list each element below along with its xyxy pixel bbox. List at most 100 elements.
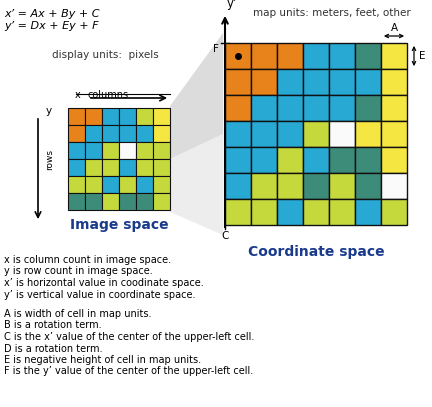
- Bar: [381, 95, 407, 121]
- Bar: [136, 125, 153, 142]
- Bar: [136, 108, 153, 125]
- Bar: [119, 142, 136, 159]
- Bar: [381, 121, 407, 147]
- Bar: [355, 147, 381, 173]
- Bar: [136, 159, 153, 176]
- Bar: [251, 95, 277, 121]
- Bar: [153, 176, 170, 193]
- Bar: [251, 43, 277, 69]
- Bar: [277, 95, 303, 121]
- Polygon shape: [170, 33, 223, 159]
- Polygon shape: [170, 134, 223, 235]
- Bar: [329, 121, 355, 147]
- Bar: [303, 121, 329, 147]
- Text: D is a rotation term.: D is a rotation term.: [4, 344, 102, 354]
- Bar: [68, 108, 85, 125]
- Text: y’ = Dx + Ey + F: y’ = Dx + Ey + F: [4, 21, 98, 31]
- Bar: [329, 95, 355, 121]
- Bar: [102, 159, 119, 176]
- Bar: [329, 147, 355, 173]
- Bar: [136, 142, 153, 159]
- Bar: [329, 199, 355, 225]
- Bar: [277, 43, 303, 69]
- Text: x’ is horizontal value in coodinate space.: x’ is horizontal value in coodinate spac…: [4, 278, 204, 288]
- Bar: [119, 125, 136, 142]
- Bar: [136, 176, 153, 193]
- Bar: [355, 69, 381, 95]
- Bar: [251, 69, 277, 95]
- Bar: [355, 43, 381, 69]
- Bar: [277, 173, 303, 199]
- Bar: [102, 125, 119, 142]
- Bar: [153, 125, 170, 142]
- Bar: [355, 173, 381, 199]
- Bar: [303, 43, 329, 69]
- Bar: [251, 173, 277, 199]
- Bar: [303, 69, 329, 95]
- Bar: [225, 173, 251, 199]
- Text: y’ is vertical value in coordinate space.: y’ is vertical value in coordinate space…: [4, 289, 196, 300]
- Bar: [329, 69, 355, 95]
- Bar: [251, 199, 277, 225]
- Text: columns: columns: [88, 90, 129, 100]
- Bar: [102, 193, 119, 210]
- Bar: [303, 199, 329, 225]
- Bar: [225, 95, 251, 121]
- Bar: [68, 176, 85, 193]
- Text: display units:  pixels: display units: pixels: [52, 50, 159, 60]
- Bar: [153, 159, 170, 176]
- Bar: [251, 121, 277, 147]
- Text: Coordinate space: Coordinate space: [248, 245, 384, 259]
- Bar: [85, 125, 102, 142]
- Bar: [277, 121, 303, 147]
- Bar: [277, 199, 303, 225]
- Bar: [355, 121, 381, 147]
- Bar: [68, 193, 85, 210]
- Bar: [153, 108, 170, 125]
- Bar: [277, 69, 303, 95]
- Bar: [329, 173, 355, 199]
- Bar: [381, 69, 407, 95]
- Bar: [136, 193, 153, 210]
- Text: x: x: [75, 90, 81, 100]
- Bar: [355, 199, 381, 225]
- Bar: [225, 147, 251, 173]
- Text: y’: y’: [227, 0, 238, 10]
- Text: C: C: [221, 231, 229, 241]
- Text: B is a rotation term.: B is a rotation term.: [4, 320, 102, 330]
- Bar: [251, 147, 277, 173]
- Bar: [225, 121, 251, 147]
- Bar: [85, 108, 102, 125]
- Text: F: F: [213, 44, 219, 54]
- Text: y is row count in image space.: y is row count in image space.: [4, 267, 153, 276]
- Bar: [102, 176, 119, 193]
- Text: C is the x’ value of the center of the upper-left cell.: C is the x’ value of the center of the u…: [4, 332, 254, 342]
- Bar: [102, 142, 119, 159]
- Bar: [85, 159, 102, 176]
- Bar: [119, 159, 136, 176]
- Text: E: E: [419, 51, 426, 61]
- Bar: [225, 199, 251, 225]
- Bar: [119, 108, 136, 125]
- Bar: [303, 173, 329, 199]
- Bar: [381, 199, 407, 225]
- Bar: [68, 142, 85, 159]
- Bar: [119, 176, 136, 193]
- Text: A is width of cell in map units.: A is width of cell in map units.: [4, 309, 152, 319]
- Bar: [355, 95, 381, 121]
- Text: x’ = Ax + By + C: x’ = Ax + By + C: [4, 9, 99, 19]
- Bar: [303, 147, 329, 173]
- Bar: [85, 176, 102, 193]
- Text: rows: rows: [45, 149, 54, 169]
- Bar: [85, 193, 102, 210]
- Text: A: A: [391, 23, 397, 33]
- Bar: [68, 159, 85, 176]
- Bar: [381, 147, 407, 173]
- Bar: [153, 193, 170, 210]
- Text: x is column count in image space.: x is column count in image space.: [4, 255, 171, 265]
- Bar: [119, 193, 136, 210]
- Text: F is the y’ value of the center of the upper-left cell.: F is the y’ value of the center of the u…: [4, 366, 253, 376]
- Text: map units: meters, feet, other: map units: meters, feet, other: [253, 8, 411, 18]
- Bar: [277, 147, 303, 173]
- Bar: [68, 125, 85, 142]
